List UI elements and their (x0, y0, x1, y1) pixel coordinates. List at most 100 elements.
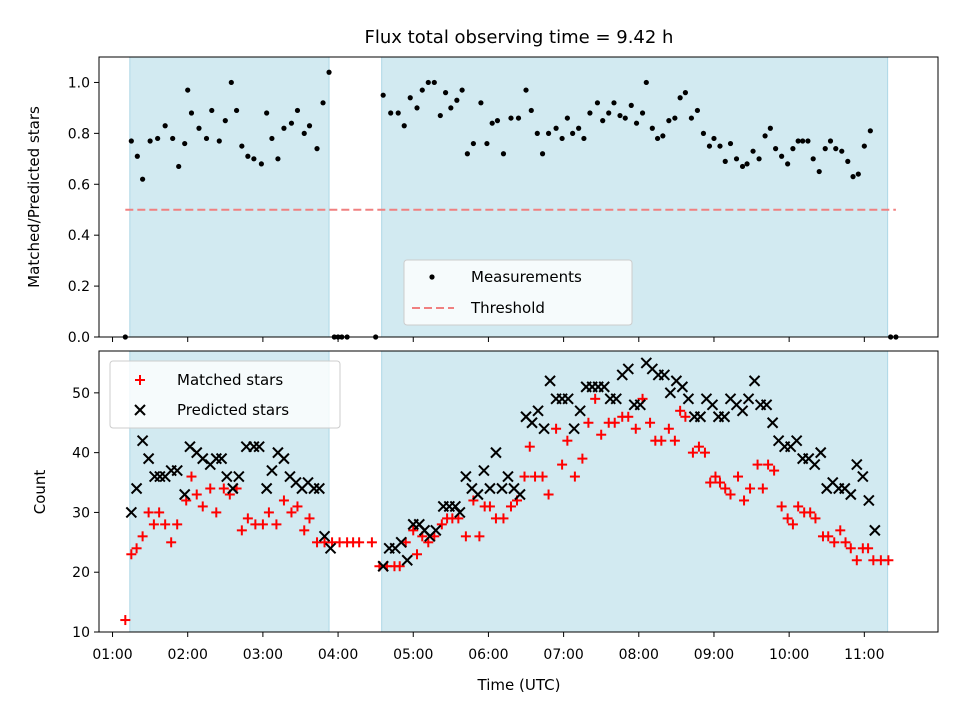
measurement-point (326, 69, 332, 75)
matched-star-point (699, 447, 710, 458)
legend-label: Matched stars (177, 371, 283, 389)
measurement-point (170, 135, 176, 142)
matched-star-point (299, 525, 310, 536)
measurement-point (739, 163, 746, 170)
matched-star-point (669, 435, 680, 446)
measurement-point (570, 130, 576, 136)
measurement-point (700, 130, 707, 136)
matched-star-point (263, 507, 274, 518)
matched-star-point (609, 417, 620, 428)
matched-star-point (524, 441, 535, 452)
predicted-star-point (324, 542, 337, 555)
matched-star-point (484, 501, 495, 512)
matched-star-point (851, 555, 862, 566)
matched-star-point (782, 513, 793, 524)
predicted-star-point (634, 399, 646, 411)
matched-star-point (675, 405, 686, 416)
matched-star-point (257, 519, 268, 530)
measurement-point (779, 153, 785, 159)
measurement-point (478, 100, 484, 106)
measurement-point (643, 79, 649, 86)
measurement-point (744, 161, 750, 167)
measurement-point (380, 92, 386, 98)
matched-star-point (236, 525, 247, 536)
matched-star-point (211, 507, 222, 518)
predicted-star-point (313, 482, 325, 495)
ytick-label: 1.0 (68, 75, 90, 91)
predicted-star-point (125, 506, 138, 519)
matched-star-point (519, 471, 530, 482)
ytick-label: 0.0 (68, 330, 90, 346)
matched-star-point (623, 411, 634, 422)
ytick-label: 0.4 (68, 228, 90, 244)
matched-star-point (160, 519, 171, 530)
ytick-label: 10 (72, 625, 90, 641)
measurement-point (587, 110, 593, 116)
measurement-point (722, 158, 728, 164)
predicted-star-point (449, 500, 462, 513)
matched-star-point (835, 525, 846, 536)
measurement-point (388, 110, 394, 116)
measurement-point (633, 120, 640, 126)
matched-star-point (354, 537, 365, 548)
xtick-label: 01:00 (92, 647, 132, 663)
predicted-star-point (815, 446, 827, 459)
predicted-star-point (532, 405, 544, 417)
predicted-star-point (857, 470, 869, 483)
predicted-star-point (401, 554, 413, 566)
measurement-point (222, 118, 228, 124)
matched-star-point (304, 513, 315, 524)
matched-star-point (460, 531, 471, 542)
matched-star-point (710, 471, 721, 482)
predicted-star-point (478, 464, 490, 477)
predicted-star-point (598, 381, 610, 393)
matched-star-point (412, 549, 423, 560)
matched-star-point (551, 423, 562, 434)
measurement-point (795, 138, 801, 144)
measurement-point (553, 125, 559, 131)
legend-label: Predicted stars (177, 401, 289, 419)
matched-star-point (810, 513, 821, 524)
measurement-point (534, 130, 540, 136)
measurement-point (464, 151, 470, 157)
measurement-point (649, 125, 655, 131)
count-axis-ticks: 10 20 30 40 50 01:00 02:00 03:00 04:00 05:00 06:00… (72, 386, 884, 663)
measurement-point (611, 100, 617, 106)
measurement-point (523, 87, 529, 93)
predicted-star-point (568, 423, 580, 435)
measurement-point (448, 105, 454, 111)
measurement-point (196, 125, 202, 131)
predicted-star-point (430, 524, 442, 537)
matched-star-point (148, 519, 159, 530)
predicted-star-point (496, 482, 508, 495)
matched-star-point (733, 471, 744, 482)
matched-star-point (725, 489, 736, 500)
predicted-star-point (490, 446, 502, 459)
count-legend: Matched stars Predicted stars (109, 360, 341, 429)
predicted-star-point (682, 393, 695, 405)
predicted-star-point (863, 494, 875, 507)
legend-label: Measurements (471, 268, 582, 286)
predicted-star-point (790, 434, 803, 447)
matched-star-point (218, 483, 229, 494)
ratio-axes: 0.0 0.2 0.4 0.6 0.8 1.0 Matched/Predicted sta… (25, 56, 939, 346)
matched-star-point (705, 477, 716, 488)
observing-span (129, 56, 330, 338)
measurement-point (822, 146, 828, 152)
measurement-point (459, 87, 465, 93)
measurement-point (867, 128, 873, 134)
matched-star-point (131, 543, 142, 554)
matched-star-point (763, 459, 774, 470)
matched-star-point (680, 411, 691, 422)
measurement-point (442, 90, 449, 96)
matched-star-point (205, 483, 216, 494)
measurement-point (827, 138, 834, 144)
predicted-star-point (845, 488, 857, 501)
measurement-point (470, 140, 476, 147)
matched-star-point (823, 531, 834, 542)
measurement-point (233, 107, 240, 114)
matched-star-point (793, 501, 804, 512)
matched-star-point (562, 435, 573, 446)
measurement-point (306, 123, 313, 129)
predicted-star-point (136, 434, 149, 447)
